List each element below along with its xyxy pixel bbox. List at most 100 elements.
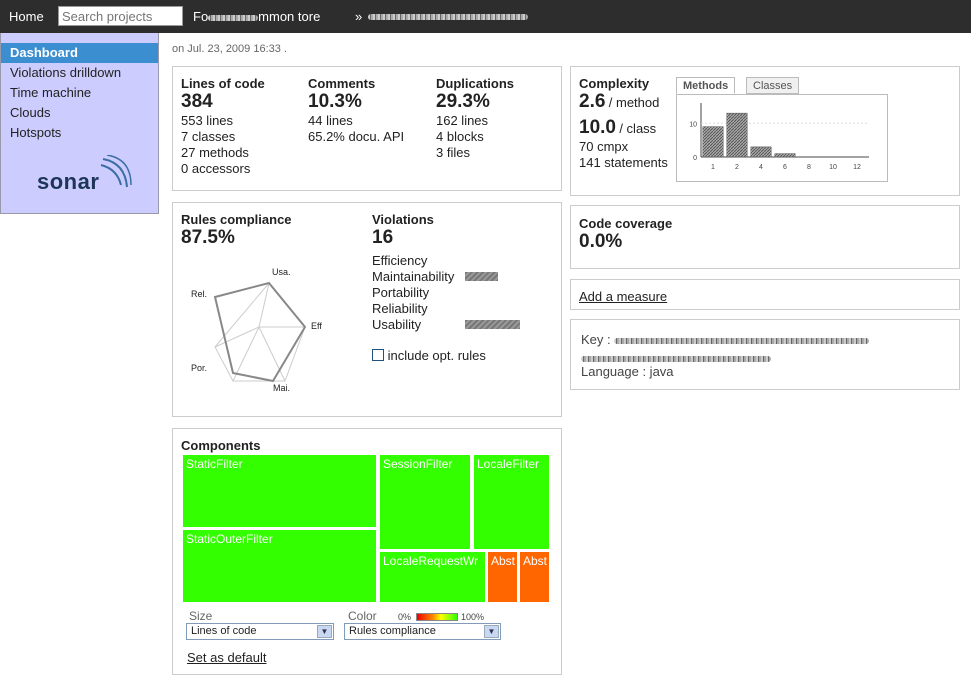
radar-label-portability: Por.	[191, 363, 207, 373]
complexity-chart-frame: 0 10 1 2 4 6 8 10 12	[676, 94, 888, 182]
sonar-waves-icon	[100, 155, 132, 188]
size-widget: Lines of code 384 553 lines 7 classes 27…	[172, 66, 562, 191]
sidebar-item-violations-drilldown[interactable]: Violations drilldown	[10, 65, 122, 80]
x-tick-label: 8	[807, 164, 811, 171]
loc-lines: 553 lines	[181, 113, 234, 128]
color-label: Color	[348, 609, 377, 623]
radar-label-usability: Usa.	[272, 267, 291, 277]
treemap-cell-localefilter[interactable]: LocaleFilter	[473, 454, 550, 550]
analysis-date: on Jul. 23, 2009 16:33 .	[172, 43, 287, 55]
radar-label-efficiency: Eff	[311, 321, 322, 331]
bar-4	[750, 146, 772, 158]
treemap-cell-staticouterfilter[interactable]: StaticOuterFilter	[182, 529, 377, 603]
sidebar: Dashboard Violations drilldown Time mach…	[0, 33, 159, 214]
duplications-value[interactable]: 29.3%	[436, 91, 490, 112]
comments-value[interactable]: 10.3%	[308, 91, 362, 112]
chevron-down-icon: ▼	[484, 625, 499, 638]
bar-2	[726, 112, 748, 158]
add-measure-link[interactable]: Add a measure	[579, 289, 668, 304]
set-as-default-link[interactable]: Set as default	[187, 650, 267, 665]
usability-bar	[465, 320, 520, 329]
top-bar: Home Fo mmon tore »	[0, 0, 971, 33]
per-class-unit: / class	[619, 121, 657, 136]
sidebar-item-time-machine[interactable]: Time machine	[10, 85, 92, 100]
size-select[interactable]: Lines of code ▼	[186, 623, 334, 640]
violation-category-portability[interactable]: Portability	[372, 285, 430, 300]
color-select[interactable]: Rules compliance ▼	[344, 623, 501, 640]
duplications-title: Duplications	[436, 76, 515, 91]
violation-category-maintainability[interactable]: Maintainability	[372, 269, 455, 284]
coverage-widget: Code coverage 0.0%	[570, 205, 960, 269]
add-measure-widget: Add a measure	[570, 279, 960, 310]
maintainability-bar	[465, 272, 498, 281]
project-info-widget: Key : Language : java	[570, 319, 960, 390]
tab-classes[interactable]: Classes	[746, 77, 800, 94]
sidebar-item-clouds[interactable]: Clouds	[10, 105, 51, 120]
sonar-logo[interactable]: sonar	[37, 153, 132, 203]
loc-title: Lines of code	[181, 76, 265, 91]
sidebar-item-dashboard[interactable]: Dashboard	[1, 43, 158, 63]
size-select-value: Lines of code	[191, 625, 257, 637]
color-scale-max: 100%	[461, 612, 485, 622]
complexity-per-method[interactable]: 2.6	[579, 91, 606, 112]
language-label: Language : java	[581, 364, 674, 379]
complexity-title: Complexity	[579, 76, 650, 91]
comments-api: 65.2% docu. API	[308, 129, 405, 144]
breadcrumb[interactable]: Fo mmon tore	[193, 9, 320, 24]
loc-classes: 7 classes	[181, 129, 236, 144]
comments-title: Comments	[308, 76, 376, 91]
rules-title: Rules compliance	[181, 212, 292, 227]
duplications-lines: 162 lines	[436, 113, 489, 128]
home-link[interactable]: Home	[9, 9, 44, 24]
chevron-down-icon: ▼	[317, 625, 332, 638]
include-opt-label: include opt. rules	[387, 348, 486, 363]
loc-methods: 27 methods	[181, 145, 249, 160]
key-label: Key :	[581, 332, 611, 347]
treemap-cell-abstract-1[interactable]: Abst	[487, 551, 518, 603]
radar-label-maintainability: Mai.	[273, 383, 290, 393]
violation-category-usability[interactable]: Usability	[372, 317, 422, 332]
x-tick-label: 10	[829, 164, 837, 171]
violation-category-reliability[interactable]: Reliability	[372, 301, 428, 316]
breadcrumb-project: Fo	[193, 9, 209, 24]
size-label: Size	[189, 609, 213, 623]
rules-value[interactable]: 87.5%	[181, 227, 235, 248]
complexity-statements: 141 statements	[579, 155, 668, 170]
bar-6	[774, 153, 796, 158]
redacted-text	[581, 355, 771, 362]
violation-category-efficiency[interactable]: Efficiency	[372, 253, 428, 268]
tab-methods[interactable]: Methods	[676, 77, 736, 94]
include-opt-checkbox[interactable]	[372, 349, 384, 361]
complexity-per-class[interactable]: 10.0	[579, 117, 616, 138]
y-tick-label: 0	[693, 155, 697, 162]
per-method-unit: / method	[608, 95, 660, 110]
x-tick-label: 12	[853, 164, 861, 171]
x-tick-label: 2	[735, 164, 739, 171]
treemap-cell-staticfilter[interactable]: StaticFilter	[182, 454, 377, 528]
bar-1	[702, 126, 724, 158]
loc-value[interactable]: 384	[181, 91, 213, 112]
color-scale-min: 0%	[398, 612, 412, 622]
redacted-text	[614, 337, 870, 344]
comments-lines: 44 lines	[308, 113, 353, 128]
treemap-cell-localerequestwrapper[interactable]: LocaleRequestWr	[379, 551, 486, 603]
rules-radar-chart: Usa. Eff Mai. Por. Rel.	[191, 267, 322, 393]
sidebar-item-hotspots[interactable]: Hotspots	[10, 125, 62, 140]
include-opt-rules[interactable]: include opt. rules	[372, 348, 486, 363]
violations-value[interactable]: 16	[372, 227, 394, 248]
breadcrumb-tail: mmon tore	[258, 9, 321, 24]
treemap-cell-sessionfilter[interactable]: SessionFilter	[379, 454, 471, 550]
complexity-cmpx: 70 cmpx	[579, 139, 629, 154]
breadcrumb-separator: »	[355, 9, 363, 24]
search-input[interactable]	[58, 6, 183, 26]
duplications-blocks: 4 blocks	[436, 129, 484, 144]
coverage-title: Code coverage	[579, 216, 673, 231]
rules-widget: Rules compliance 87.5% Usa. Eff Mai. Por…	[172, 202, 562, 417]
redacted-text	[368, 14, 528, 20]
x-tick-label: 4	[759, 164, 763, 171]
duplications-files: 3 files	[436, 145, 470, 160]
treemap-cell-abstract-2[interactable]: Abst	[519, 551, 550, 603]
coverage-value[interactable]: 0.0%	[579, 231, 623, 252]
loc-accessors: 0 accessors	[181, 161, 251, 176]
